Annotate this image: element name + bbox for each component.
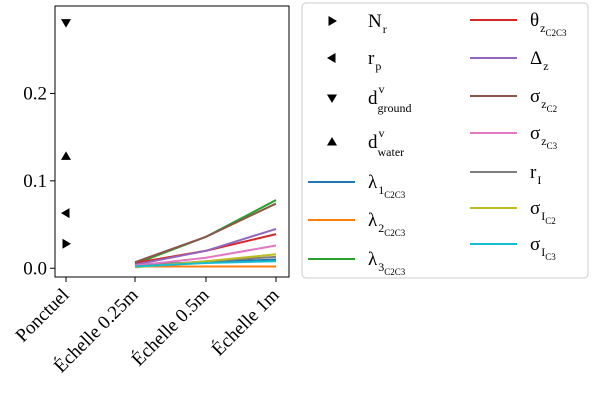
legend-marker-Nr (328, 16, 337, 26)
legend-label-lambda1: λ1C2C3 (368, 172, 406, 200)
legend-label-lambda2: λ2C2C3 (368, 210, 406, 238)
series-line-delta (134, 227, 277, 266)
plot-area (61, 19, 277, 269)
legend-label-lambda3: λ3C2C3 (368, 249, 406, 277)
x-tick-label: Échelle 1m (207, 284, 284, 361)
y-tick-label: 0.2 (23, 83, 47, 104)
marker-dv_water (61, 151, 71, 160)
series-line-sigmaZC3 (134, 244, 277, 267)
x-tick-label: Ponctuel (12, 285, 74, 347)
legend-marker-rp (327, 53, 336, 63)
y-tick-label: 0.0 (23, 258, 47, 279)
axes-frame (54, 5, 290, 278)
legend-label-rI: rI (530, 162, 541, 187)
legend-label-dv_water: dv water (368, 126, 404, 159)
legend-label-delta: Δz (530, 48, 549, 73)
legend-label-sigmaIC2: σIC2 (530, 198, 556, 226)
series-line-sigmaZC2 (134, 202, 277, 264)
marker-rp (61, 208, 70, 219)
legend-label-sigmaIC3: σIC3 (530, 234, 556, 262)
legend-label-sigmaZC2: σzC2 (530, 86, 557, 114)
legend-label-dv_ground: dv ground (368, 82, 412, 115)
x-tick-label: Échelle 0.5m (127, 284, 214, 371)
marker-Nr (62, 238, 71, 249)
legend-marker-dv_water (327, 137, 337, 146)
y-tick-label: 0.1 (23, 171, 47, 192)
legend-marker-dv_ground (327, 94, 337, 103)
legend-box (301, 2, 589, 279)
legend: Nr rp dv ground dv water λ1C2C3 λ2C2C3 λ3C2C3 θzC… (301, 2, 589, 279)
legend-label-theta: θzC2C3 (530, 10, 567, 38)
legend-label-Nr: Nr (368, 11, 387, 36)
series-line-sigmaIC3 (134, 260, 277, 268)
legend-label-sigmaZC3: σzC3 (530, 123, 558, 151)
legend-label-rp: rp (368, 48, 381, 73)
marker-dv_ground (61, 19, 71, 28)
